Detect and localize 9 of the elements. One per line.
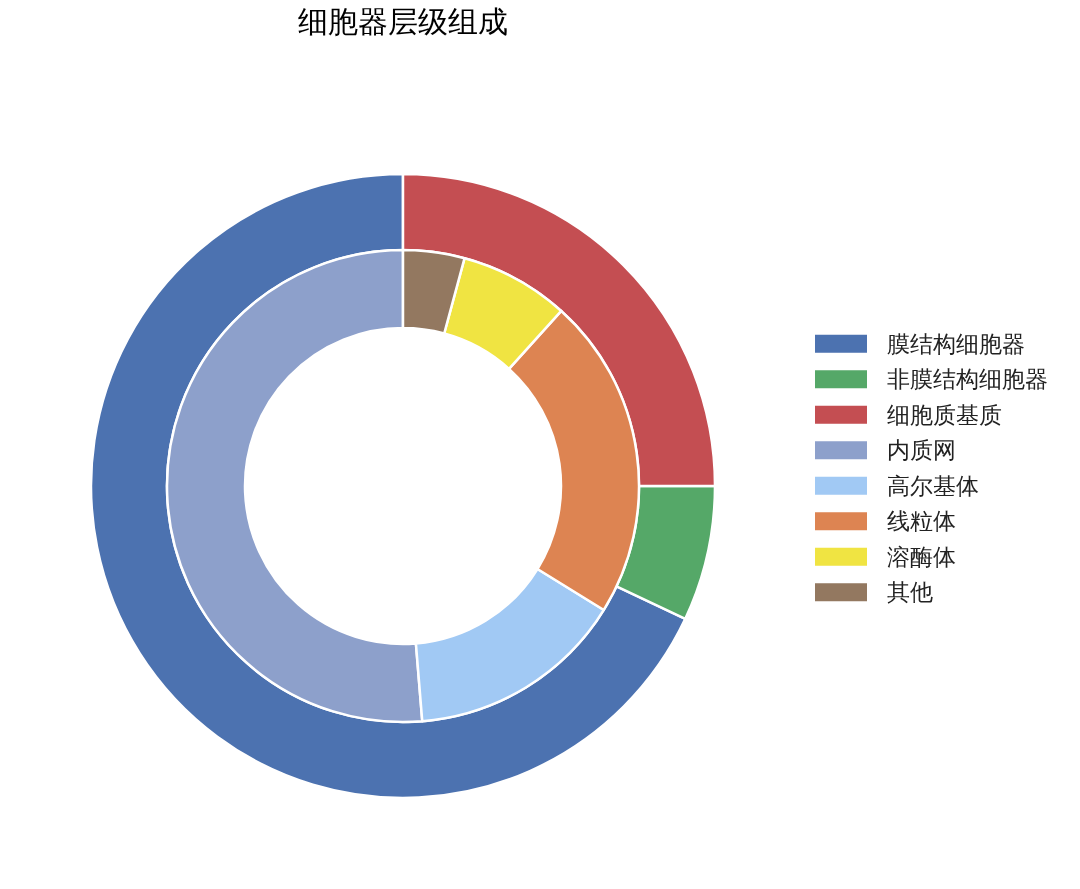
legend-label: 其他 <box>887 580 933 606</box>
legend-label: 内质网 <box>887 438 956 464</box>
legend-label: 非膜结构细胞器 <box>887 367 1048 393</box>
legend-label: 细胞质基质 <box>887 402 1002 428</box>
legend-label: 膜结构细胞器 <box>887 331 1025 357</box>
legend-label: 溶酶体 <box>887 544 956 570</box>
legend-label: 高尔基体 <box>887 473 979 499</box>
legend-label: 线粒体 <box>887 509 956 535</box>
chart-title: 细胞器层级组成 <box>298 5 508 38</box>
